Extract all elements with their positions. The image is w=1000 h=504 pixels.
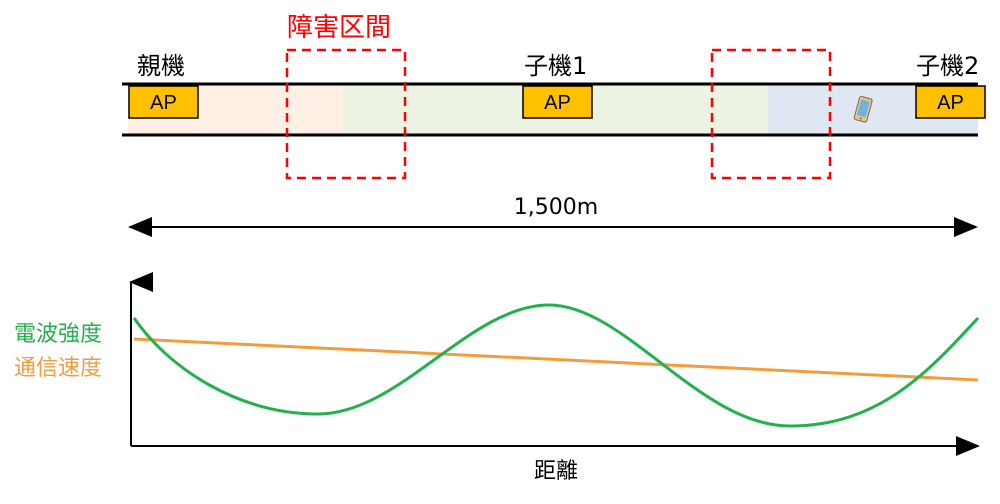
- x-axis-label: 距離: [534, 459, 578, 484]
- ap-label: AP: [937, 92, 964, 114]
- ap-label: AP: [544, 92, 571, 114]
- obstacle-zone-1: [285, 48, 407, 180]
- ap-box-child1: AP: [522, 85, 593, 119]
- obstacle-zone-2: [710, 48, 832, 180]
- child2-label: 子機2: [916, 52, 979, 80]
- smartphone-icon: [853, 95, 873, 123]
- speed-line: [133, 337, 979, 382]
- obstacle-label: 障害区間: [287, 13, 391, 43]
- signal-strength-curve: [132, 303, 980, 428]
- child1-label: 子機1: [524, 52, 587, 80]
- ap-box-parent: AP: [128, 85, 199, 119]
- parent-label: 親機: [137, 52, 185, 80]
- ap-label: AP: [150, 92, 177, 114]
- distance-label: 1,500m: [514, 195, 598, 220]
- speed-label: 通信速度: [14, 356, 102, 381]
- signal-strength-label: 電波強度: [14, 322, 102, 347]
- ap-box-child2: AP: [915, 85, 986, 119]
